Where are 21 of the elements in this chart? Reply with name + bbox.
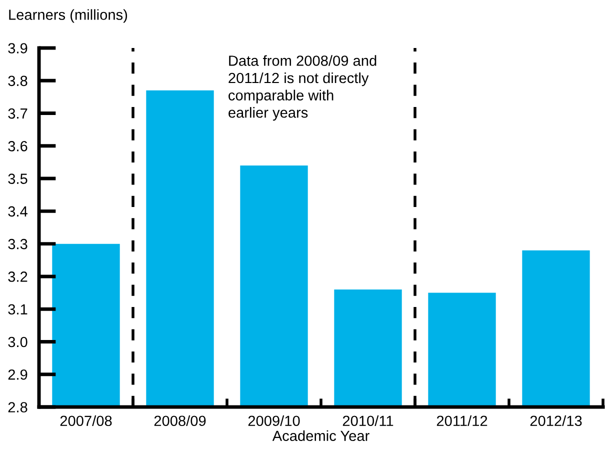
annotation: Data from 2008/09 and 2011/12 is not directly comparable with earlier years [228,55,376,121]
y-tick-label: 3.1 [8,304,28,315]
y-tick-label: 3.9 [8,43,28,54]
y-tick-label: 3.7 [8,108,28,119]
y-axis-title: Learners (millions) [9,9,128,23]
y-tick-label: 3.3 [8,238,28,250]
x-tick-label: 2007/08 [60,415,112,426]
y-tick-label: 2.9 [8,369,28,380]
x-axis-title: Academic Year [272,430,370,442]
y-tick-label: 3.8 [8,76,28,86]
x-tick-label: 2012/13 [530,415,582,426]
y-tick-label: 2.8 [8,402,28,412]
y-tick-label: 3.5 [8,174,28,184]
y-tick-label: 3.4 [8,206,28,217]
y-tick-label: 3.0 [8,336,28,348]
x-tick-label: 2009/10 [248,415,300,426]
x-tick-label: 2010/11 [342,415,394,426]
y-tick-label: 3.6 [8,141,28,152]
x-tick-label: 2008/09 [154,415,206,426]
x-tick-label: 2011/12 [436,415,488,426]
y-tick-label: 3.2 [8,272,28,282]
